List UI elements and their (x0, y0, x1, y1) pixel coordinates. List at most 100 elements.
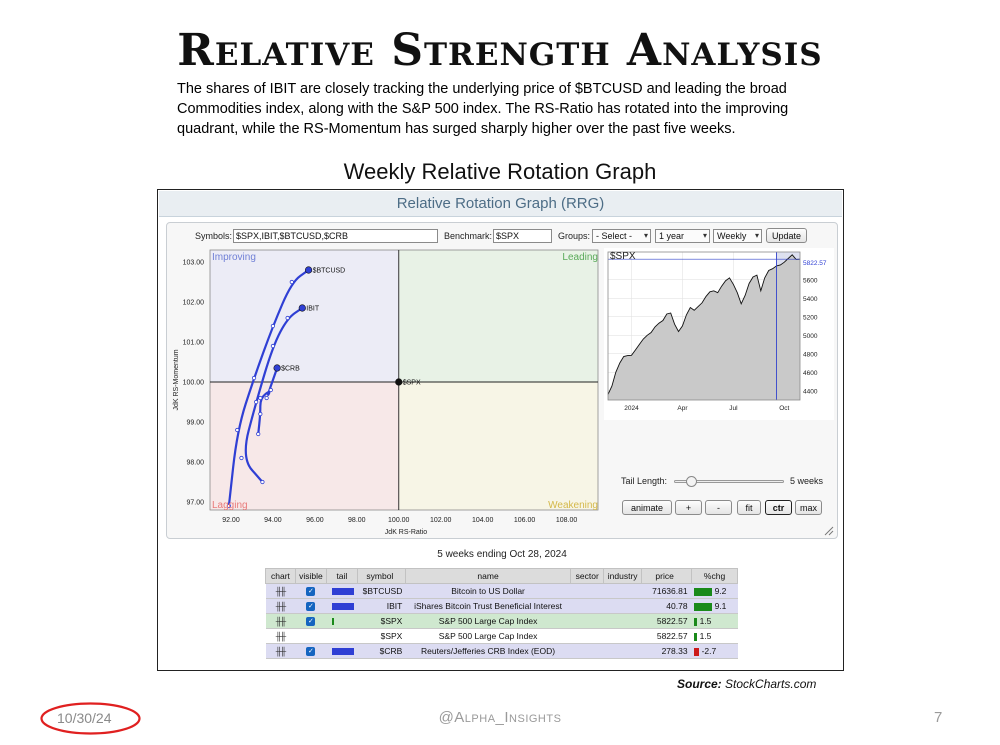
quadrant-label-improving: Improving (212, 252, 256, 263)
column-header-sector[interactable]: sector (570, 568, 605, 584)
animate-button[interactable]: animate (622, 500, 672, 515)
price-line (607, 254, 801, 395)
column-header-symbol[interactable]: symbol (356, 568, 406, 584)
step-back-button[interactable]: - (705, 500, 732, 515)
visible-cell[interactable]: ✓ (295, 583, 327, 599)
chart-icon[interactable]: ╫╫ (275, 647, 286, 656)
frequency-select[interactable]: Weekly ▾ (713, 229, 762, 243)
rrg-tail-point (270, 343, 276, 349)
price-x-tick-label: 2024 (624, 405, 639, 412)
symbol-cell: $CRB (357, 643, 406, 659)
y-tick-label: 100.00 (183, 380, 205, 387)
table-row[interactable]: ╫╫ ✓ $CRB Reuters/Jefferies CRB Index (EOD)… (265, 643, 738, 659)
chart-icon[interactable]: ╫╫ (275, 587, 286, 596)
max-button[interactable]: max (795, 500, 822, 515)
price-cell: 40.78 (641, 598, 692, 614)
column-header-visible[interactable]: visible (294, 568, 327, 584)
price-cell: 278.33 (641, 643, 692, 659)
quadrant-leading (398, 250, 598, 382)
sector-cell (570, 628, 604, 644)
visible-cell[interactable]: ✓ (295, 613, 327, 629)
x-tick-label: 96.00 (306, 517, 324, 524)
visible-checkbox[interactable]: ✓ (306, 587, 316, 597)
tail-length-slider[interactable] (674, 480, 784, 483)
update-button[interactable]: Update (766, 228, 807, 243)
date-highlight-circle (40, 702, 141, 735)
visible-checkbox[interactable]: ✓ (306, 602, 316, 612)
chart-icon-cell[interactable]: ╫╫ (265, 628, 296, 644)
period-select[interactable]: 1 year ▾ (655, 229, 710, 243)
rrg-point-label: $CRB (281, 366, 300, 373)
rrg-tail-point (239, 455, 244, 461)
quadrant-label-weakening: Weakening (548, 500, 598, 511)
rrg-tail-point (260, 479, 265, 485)
visible-checkbox[interactable]: ✓ (306, 647, 316, 657)
pct-change-value: -2.7 (701, 646, 717, 656)
chart-icon-cell[interactable]: ╫╫ (265, 643, 296, 659)
pct-change-value: 1.5 (699, 616, 712, 626)
column-header-pct-change[interactable]: %chg (691, 568, 738, 584)
rrg-head-point (298, 304, 306, 312)
visible-cell[interactable]: ✓ (295, 643, 327, 659)
column-header-industry[interactable]: industry (603, 568, 643, 584)
quadrant-improving (210, 250, 399, 382)
tail-length-slider-handle[interactable] (686, 476, 697, 487)
table-row[interactable]: ╫╫ $SPX S&P 500 Large Cap Index 5822.57 1.5 (265, 628, 738, 644)
tail-color-swatch (332, 618, 335, 626)
weeks-ending-label: 5 weeks ending Oct 28, 2024 (437, 549, 567, 560)
price-x-tick-label: Apr (677, 405, 688, 412)
pct-change-cell: 1.5 (691, 613, 738, 629)
benchmark-input[interactable]: $SPX (493, 229, 552, 243)
symbols-input[interactable]: $SPX,IBIT,$BTCUSD,$CRB (233, 229, 438, 243)
price-y-tick-label: 5000 (803, 333, 818, 340)
groups-select[interactable]: - Select - ▾ (592, 229, 651, 243)
name-cell: iShares Bitcoin Trust Beneficial Interes… (405, 598, 571, 614)
chart-icon-cell[interactable]: ╫╫ (265, 613, 296, 629)
chart-icon-cell[interactable]: ╫╫ (265, 583, 296, 599)
rrg-head-point (304, 266, 313, 274)
ctr-button[interactable]: ctr (765, 500, 792, 515)
column-header-name[interactable]: name (404, 568, 572, 584)
symbols-label: Symbols: (195, 231, 233, 241)
table-row[interactable]: ╫╫ ✓ $SPX S&P 500 Large Cap Index 5822.57 1.5 (265, 613, 738, 629)
rrg-tail-point (254, 399, 259, 405)
pct-change-value: 9.1 (714, 601, 727, 611)
x-tick-label: 106.00 (514, 517, 536, 524)
step-forward-button[interactable]: + (675, 500, 702, 515)
quadrant-label-leading: Leading (562, 252, 598, 263)
period-select-value: 1 year (659, 231, 685, 241)
table-row[interactable]: ╫╫ ✓ IBIT iShares Bitcoin Trust Beneficial … (265, 598, 738, 614)
chart-icon[interactable]: ╫╫ (275, 602, 286, 611)
visible-checkbox[interactable]: ✓ (306, 617, 316, 627)
tail-color-swatch (332, 588, 355, 596)
rrg-tail-line (257, 366, 279, 436)
sector-cell (570, 643, 604, 659)
price-x-tick-label: Oct (779, 405, 789, 412)
chart-icon[interactable]: ╫╫ (275, 617, 286, 626)
price-cell: 71636.81 (641, 583, 692, 599)
visible-cell[interactable]: ✓ (295, 598, 327, 614)
column-header-chart[interactable]: chart (265, 568, 296, 584)
y-axis-label: JdK RS-Momentum (173, 349, 180, 410)
rrg-tail-point (251, 375, 257, 381)
rrg-tail-line (244, 306, 304, 484)
price-y-tick-label: 4600 (803, 370, 818, 377)
spx-price-chart: 4400 4600 4800 5000 5200 5400 5600 2024 Apr Jul Oc… (604, 248, 834, 420)
source-label: Source: (677, 677, 722, 691)
x-tick-label: 100.00 (388, 517, 410, 524)
chart-icon-cell[interactable]: ╫╫ (265, 598, 296, 614)
symbols-table: chart visible tail symbol name sector in… (265, 568, 738, 659)
chart-icon[interactable]: ╫╫ (275, 632, 286, 641)
name-cell: S&P 500 Large Cap Index (405, 613, 571, 629)
price-y-tick-label: 4400 (803, 388, 818, 395)
rrg-tail-point (264, 395, 269, 401)
y-tick-label: 103.00 (183, 260, 205, 267)
column-header-price[interactable]: price (641, 568, 693, 584)
column-header-tail[interactable]: tail (325, 568, 358, 584)
resize-handle-icon[interactable] (824, 526, 834, 536)
groups-select-value: - Select - (596, 231, 633, 241)
visible-cell[interactable] (295, 628, 327, 644)
table-row[interactable]: ╫╫ ✓ $BTCUSD Bitcoin to US Dollar 71636.81 9.… (265, 583, 738, 599)
footer-handle: @Alpha_Insights (438, 709, 562, 726)
fit-button[interactable]: fit (737, 500, 761, 515)
